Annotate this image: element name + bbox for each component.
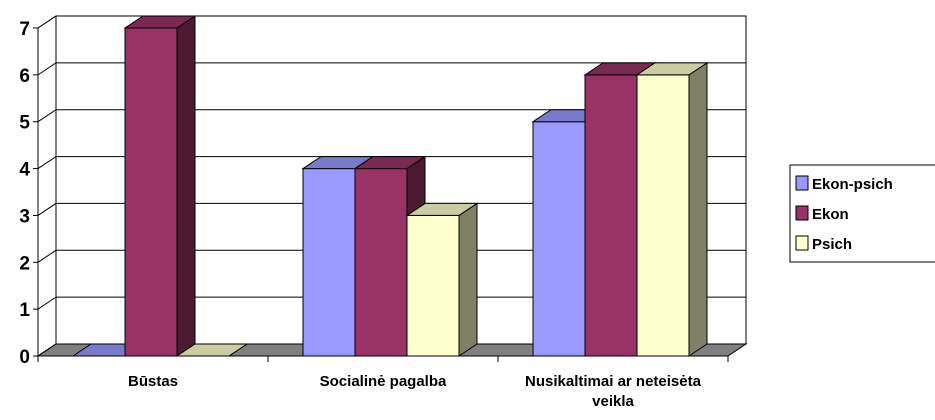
bar-top	[175, 343, 249, 357]
y-tick-label: 4	[19, 160, 30, 181]
legend-label: Psich	[812, 236, 852, 253]
bar-top	[353, 156, 427, 170]
y-tick-label: 2	[19, 253, 30, 274]
bar-top	[635, 62, 709, 76]
legend-label: Ekon-psich	[812, 176, 893, 193]
bar	[301, 155, 375, 357]
bar-side	[688, 61, 708, 357]
y-tick-label: 0	[19, 347, 30, 368]
bar-front	[406, 214, 460, 357]
bar-side	[176, 15, 196, 357]
bar	[123, 15, 197, 357]
bar	[405, 202, 479, 357]
grid-line	[37, 15, 746, 29]
grid-line	[37, 343, 746, 357]
y-tick-label: 6	[19, 66, 30, 87]
y-tick-label: 5	[19, 113, 30, 134]
bar-front	[302, 168, 356, 357]
bar-front	[532, 121, 586, 357]
bar-front	[584, 74, 638, 357]
x-tick-label: Socialinė pagalba	[319, 373, 447, 390]
bar	[175, 343, 249, 357]
y-tick-label: 3	[19, 206, 30, 227]
legend-label: Ekon	[812, 206, 849, 223]
y-tick-label: 1	[19, 300, 30, 321]
grid-line	[37, 249, 746, 263]
legend-box	[789, 164, 935, 263]
bar-front	[124, 27, 178, 357]
legend-swatch	[795, 175, 809, 191]
bar-front	[354, 168, 408, 357]
side-wall	[37, 15, 57, 357]
grid-line	[37, 62, 746, 76]
y-tick-label: 7	[19, 19, 30, 40]
bar-top	[405, 202, 479, 216]
bar-front	[636, 74, 690, 357]
grid-line	[37, 202, 746, 216]
legend-swatch	[795, 205, 809, 221]
grid-line	[37, 296, 746, 310]
bar-side	[458, 202, 478, 357]
bar-top	[123, 15, 197, 29]
x-tick-label: Būstas	[127, 373, 179, 390]
legend-swatch	[795, 235, 809, 251]
grid-line	[37, 109, 746, 123]
bar	[635, 61, 709, 357]
x-tick-label: Nusikaltimai ar neteisėta veikla	[525, 373, 701, 410]
grid-line	[37, 156, 746, 169]
